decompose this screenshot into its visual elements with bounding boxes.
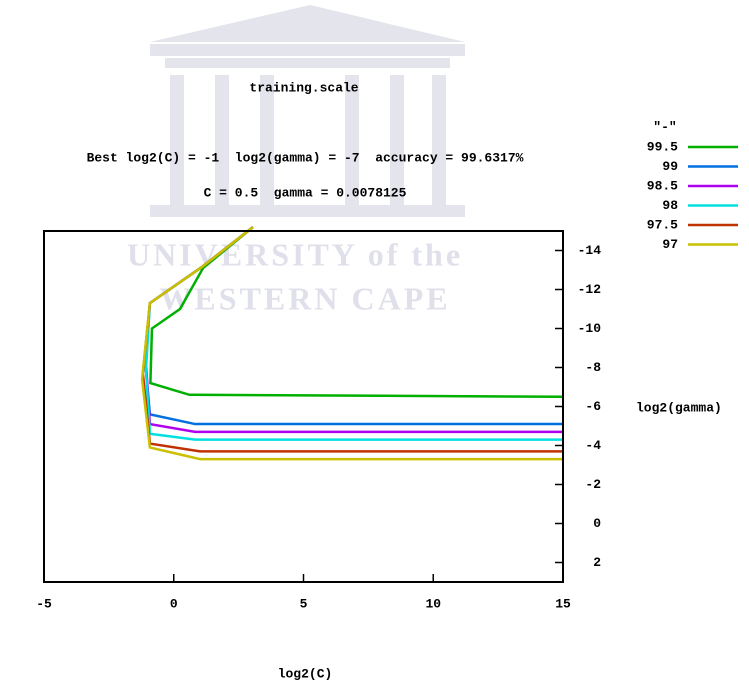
x-tick-label: 0	[170, 596, 178, 611]
y-tick-label: -4	[585, 438, 601, 453]
legend-title: "-"	[653, 119, 676, 134]
legend-label: 98.5	[647, 178, 678, 193]
y-axis-label: log2(gamma)	[636, 400, 722, 415]
contour-line	[140, 226, 563, 461]
legend-label: 98	[662, 198, 678, 213]
y-tick-label: -2	[585, 477, 601, 492]
legend-label: 99.5	[647, 139, 678, 154]
legend-label: 97.5	[647, 217, 678, 232]
x-tick-label: 5	[300, 596, 308, 611]
y-tick-label: 2	[593, 555, 601, 570]
y-tick-label: -12	[578, 282, 602, 297]
contour-line	[149, 226, 564, 398]
y-tick-label: -6	[585, 399, 601, 414]
x-tick-label: 10	[425, 596, 441, 611]
watermark-text: WESTERN CAPE	[159, 280, 450, 316]
chart-title: training.scale	[249, 80, 358, 95]
legend-label: 99	[662, 159, 678, 174]
y-tick-label: 0	[593, 516, 601, 531]
chart-subtitle: C = 0.5 gamma = 0.0078125	[204, 185, 407, 200]
y-tick-label: -10	[578, 321, 602, 336]
y-tick-label: -14	[578, 243, 602, 258]
x-tick-label: 15	[555, 596, 571, 611]
legend-label: 97	[662, 237, 678, 252]
x-axis-label: log2(C)	[278, 666, 333, 681]
y-tick-label: -8	[585, 360, 601, 375]
plot-frame	[43, 230, 564, 583]
watermark-text: UNIVERSITY of the	[127, 236, 463, 272]
watermark-building	[150, 5, 465, 217]
chart-subtitle: Best log2(C) = -1 log2(gamma) = -7 accur…	[87, 150, 524, 165]
x-tick-label: -5	[36, 596, 52, 611]
